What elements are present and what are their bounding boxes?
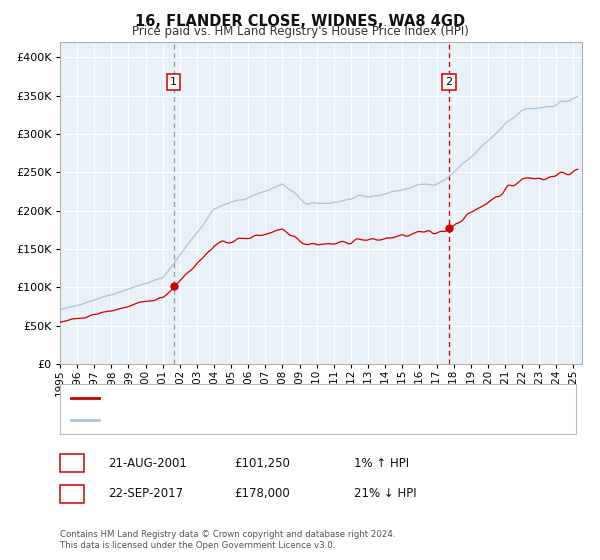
- Text: 16, FLANDER CLOSE, WIDNES, WA8 4GD (detached house): 16, FLANDER CLOSE, WIDNES, WA8 4GD (deta…: [103, 393, 424, 403]
- Text: HPI: Average price, detached house, Halton: HPI: Average price, detached house, Halt…: [103, 415, 341, 425]
- Text: 1: 1: [68, 456, 76, 470]
- Text: 1: 1: [170, 77, 177, 87]
- Text: £101,250: £101,250: [234, 456, 290, 470]
- Text: 1% ↑ HPI: 1% ↑ HPI: [354, 456, 409, 470]
- Text: This data is licensed under the Open Government Licence v3.0.: This data is licensed under the Open Gov…: [60, 541, 335, 550]
- Text: 2: 2: [445, 77, 452, 87]
- Text: Price paid vs. HM Land Registry's House Price Index (HPI): Price paid vs. HM Land Registry's House …: [131, 25, 469, 38]
- Text: Contains HM Land Registry data © Crown copyright and database right 2024.: Contains HM Land Registry data © Crown c…: [60, 530, 395, 539]
- Text: 2: 2: [68, 487, 76, 501]
- Text: 22-SEP-2017: 22-SEP-2017: [108, 487, 183, 501]
- Text: 21-AUG-2001: 21-AUG-2001: [108, 456, 187, 470]
- Text: 21% ↓ HPI: 21% ↓ HPI: [354, 487, 416, 501]
- Text: £178,000: £178,000: [234, 487, 290, 501]
- Text: 16, FLANDER CLOSE, WIDNES, WA8 4GD: 16, FLANDER CLOSE, WIDNES, WA8 4GD: [135, 14, 465, 29]
